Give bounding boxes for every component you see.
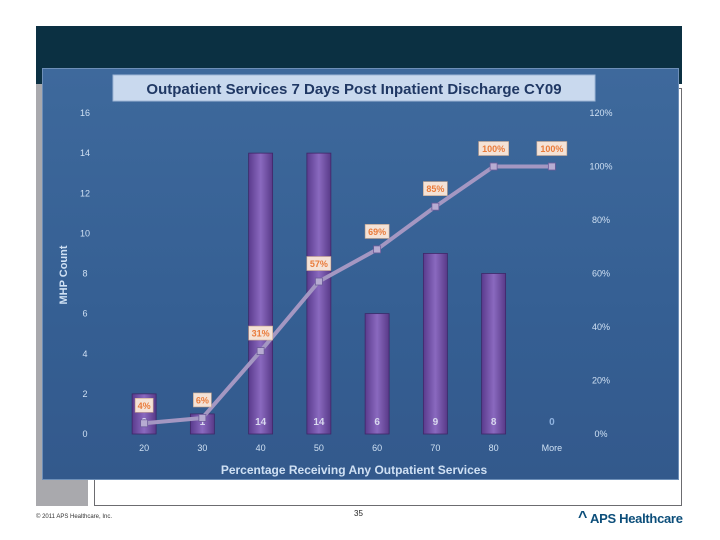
brand-mark-icon: ^: [578, 509, 588, 526]
x-axis-label: Percentage Receiving Any Outpatient Serv…: [221, 463, 488, 477]
y-tick-label: 0: [82, 429, 87, 439]
y-tick-label: 12: [80, 188, 90, 198]
x-tick-label: 80: [489, 443, 499, 453]
line-point: [547, 162, 556, 171]
x-tick-label: More: [542, 443, 563, 453]
y2-axis-ticks: 0% 20% 40% 60% 80% 100% 120%: [589, 108, 612, 439]
y2-tick-label: 40%: [592, 322, 610, 332]
brand-name: APS Healthcare: [590, 511, 683, 526]
x-tick-label: 50: [314, 443, 324, 453]
page-number: 35: [354, 509, 363, 518]
line-label-box: [134, 397, 154, 413]
line-point: [256, 347, 265, 355]
line-point: [140, 419, 149, 428]
line-point: [314, 277, 323, 286]
y-tick-label: 14: [80, 148, 90, 158]
y2-tick-label: 60%: [592, 269, 610, 279]
line-label-box: [248, 325, 273, 341]
y2-tick-label: 20%: [592, 376, 610, 386]
bar-series: 2114146980: [131, 152, 555, 435]
bar-value-label: 1: [200, 417, 206, 428]
line-path: [143, 164, 552, 426]
line-value-label: 6%: [196, 395, 209, 405]
x-tick-label: 70: [430, 443, 440, 453]
x-tick-label: 30: [197, 443, 207, 453]
line-value-label: 57%: [310, 259, 328, 269]
y-tick-label: 10: [80, 228, 90, 238]
copyright-text: © 2011 APS Healthcare, Inc.: [36, 514, 113, 520]
x-tick-label: 60: [372, 443, 382, 453]
y-tick-label: 6: [82, 309, 87, 319]
y2-tick-label: 80%: [592, 215, 610, 225]
line-value-label: 100%: [540, 144, 563, 154]
y-tick-label: 8: [82, 269, 87, 279]
bar-value-label: 6: [374, 417, 380, 428]
y2-tick-label: 120%: [589, 108, 612, 118]
line-label-box: [306, 256, 332, 271]
bar-value-label: 8: [491, 417, 497, 428]
bar: [248, 152, 274, 435]
y2-tick-label: 100%: [589, 162, 612, 172]
line-value-label: 69%: [368, 227, 386, 237]
x-tick-label: 20: [139, 443, 149, 453]
chart-title-box: [112, 74, 596, 102]
brand-logo: ^ APS Healthcare: [578, 509, 688, 529]
y2-tick-label: 0%: [594, 429, 607, 439]
line-value-label: 4%: [138, 401, 151, 411]
x-tick-label: 40: [256, 443, 266, 453]
line-series: 4% 6% 31% 57% 69% 85% 100% 100%: [134, 141, 568, 428]
line-value-label: 100%: [482, 144, 505, 154]
line-label-box: [193, 392, 212, 408]
line-value-label: 85%: [426, 184, 444, 194]
line-point: [431, 202, 440, 211]
chart-panel: Outpatient Services 7 Days Post Inpatien…: [42, 68, 679, 480]
bar-value-label: 0: [549, 417, 555, 428]
bar: [364, 313, 390, 435]
line-point: [373, 245, 382, 254]
y-tick-label: 16: [80, 108, 90, 118]
line-point: [198, 414, 207, 422]
y-axis-ticks: 0 2 4 6 8 10 12 14 16: [80, 108, 90, 439]
line-point: [489, 162, 498, 171]
chart: Outpatient Services 7 Days Post Inpatien…: [58, 74, 613, 477]
line-label-box: [364, 224, 390, 239]
y-tick-label: 2: [82, 389, 87, 399]
bar-value-label: 9: [433, 417, 439, 428]
line-label-box: [478, 141, 509, 156]
y-axis-label: MHP Count: [58, 245, 70, 304]
y-tick-label: 4: [82, 349, 87, 359]
line-value-label: 31%: [252, 329, 270, 339]
line-label-box: [423, 181, 448, 196]
bar-value-label: 14: [313, 417, 325, 428]
bar: [481, 273, 507, 435]
bar-value-label: 14: [255, 417, 267, 428]
line-label-box: [536, 141, 568, 156]
bar: [422, 253, 448, 435]
chart-title: Outpatient Services 7 Days Post Inpatien…: [146, 81, 561, 98]
x-axis-ticks: 20 30 40 50 60 70 80 More: [139, 443, 562, 453]
